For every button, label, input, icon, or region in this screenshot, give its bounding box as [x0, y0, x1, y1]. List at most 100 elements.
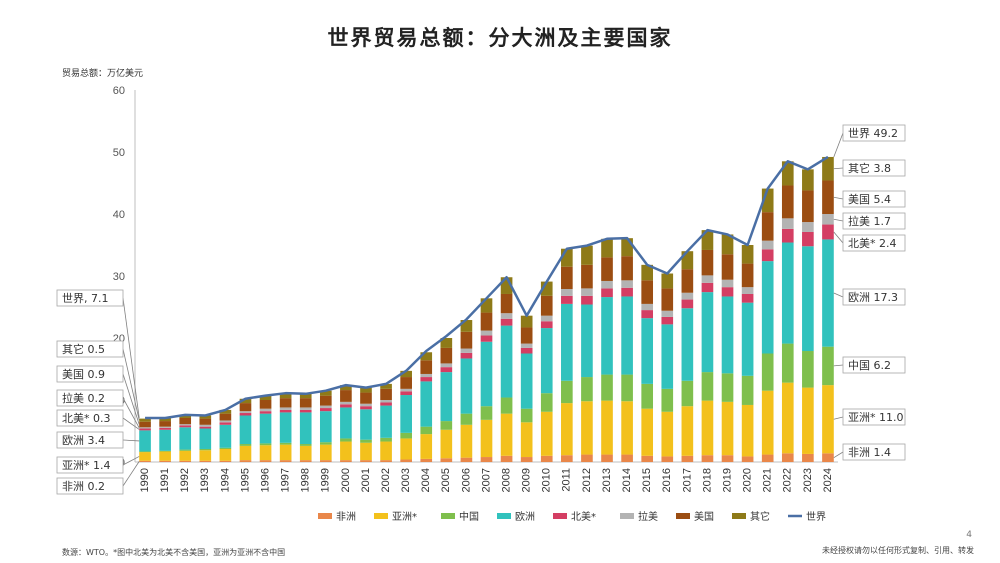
bar-segment: [581, 264, 593, 289]
x-tick-label: 2017: [681, 468, 693, 492]
bar-segment: [159, 429, 171, 451]
bar-segment: [460, 331, 473, 349]
y-tick-label: 30: [113, 271, 125, 283]
legend-label: 其它: [750, 510, 770, 523]
bar-segment: [802, 190, 814, 223]
bar-segment: [500, 293, 513, 314]
x-tick-label: 1997: [280, 468, 292, 492]
bar-segment: [340, 401, 352, 405]
bar-segment: [159, 427, 171, 430]
y-tick-label: 40: [113, 209, 125, 221]
bar-segment: [781, 161, 794, 186]
bar-segment: [500, 397, 513, 414]
bar-segment: [520, 422, 533, 458]
bar-segment: [661, 310, 674, 317]
bar-segment: [661, 273, 674, 289]
bar-segment: [741, 287, 754, 294]
bar-segment: [701, 282, 714, 293]
bar-segment: [360, 442, 372, 461]
bar-segment: [761, 240, 774, 250]
bar-segment: [400, 438, 412, 460]
bar-segment: [500, 455, 513, 462]
series-label: 美国 5.4: [848, 193, 891, 206]
bar-segment: [380, 400, 392, 403]
bar-segment: [721, 279, 734, 288]
bar-segment: [440, 429, 453, 459]
bar-segment: [319, 411, 332, 443]
bar-segment: [299, 393, 312, 399]
bar-segment: [219, 448, 232, 461]
bar-segment: [721, 234, 734, 255]
bar-segment: [259, 413, 272, 444]
bar-segment: [440, 347, 453, 364]
bar-segment: [701, 400, 714, 456]
bar-segment: [420, 426, 433, 435]
bar-segment: [360, 439, 372, 443]
y-axis-label: 贸易总额：万亿美元: [62, 69, 144, 79]
leader-line: [122, 417, 140, 430]
bar-segment: [139, 418, 151, 422]
bar-segment: [460, 352, 473, 359]
x-tick-label: 2004: [420, 468, 432, 492]
bar-segment: [761, 249, 774, 262]
bar-segment: [601, 297, 613, 375]
label-box: [842, 124, 906, 142]
bar-segment: [179, 450, 192, 461]
bar-segment: [500, 325, 513, 398]
bar-segment: [480, 298, 493, 313]
bar-segment: [139, 427, 151, 429]
bar-segment: [159, 460, 171, 462]
bar-segment: [279, 409, 292, 413]
bar-segment: [239, 445, 252, 461]
bar-segment: [400, 459, 412, 462]
bar-segment: [681, 251, 694, 270]
bar-segment: [621, 374, 633, 402]
bar-segment: [460, 457, 473, 462]
x-tick-label: 2023: [802, 468, 814, 492]
bar-segment: [420, 352, 433, 361]
bar-segment: [641, 264, 654, 281]
bar-segment: [219, 447, 232, 449]
bar-segment: [540, 455, 553, 462]
bar-segment: [701, 230, 714, 250]
x-tick-label: 2000: [340, 468, 352, 492]
legend-label: 非洲: [336, 511, 356, 523]
bar-segment: [601, 454, 613, 462]
bar-segment: [581, 304, 593, 378]
bar-segment: [561, 295, 573, 304]
bar-segment: [741, 456, 754, 462]
bar-segment: [199, 428, 212, 449]
label-box: [56, 431, 124, 449]
leader-line: [122, 373, 140, 425]
bar-segment: [621, 296, 633, 375]
bar-segment: [621, 280, 633, 288]
bar-segment: [540, 328, 553, 394]
legend-label: 北美*: [571, 510, 596, 523]
x-tick-label: 2018: [701, 468, 713, 492]
bar-segment: [340, 438, 352, 442]
bar-segment: [540, 411, 553, 456]
label-box: [842, 408, 906, 426]
bar-segment: [701, 249, 714, 276]
leader-line: [833, 132, 844, 158]
bar-segment: [179, 414, 192, 418]
x-tick-label: 1995: [239, 468, 251, 492]
bar-segment: [741, 375, 754, 405]
bar-segment: [259, 443, 272, 446]
leader-line: [833, 218, 844, 222]
bar-segment: [460, 424, 473, 458]
series-label: 北美* 2.4: [848, 237, 897, 250]
x-tick-label: 2001: [360, 468, 372, 492]
series-label: 亚洲* 1.4: [62, 459, 111, 472]
leader-line: [833, 416, 844, 420]
bar-segment: [621, 401, 633, 455]
bar-segment: [761, 261, 774, 354]
bar-segment: [279, 407, 292, 410]
bar-segment: [420, 373, 433, 378]
label-box: [56, 340, 124, 358]
legend-swatch: [620, 513, 634, 519]
bar-segment: [139, 430, 151, 452]
bar-segment: [661, 411, 674, 457]
bar-segment: [701, 275, 714, 283]
